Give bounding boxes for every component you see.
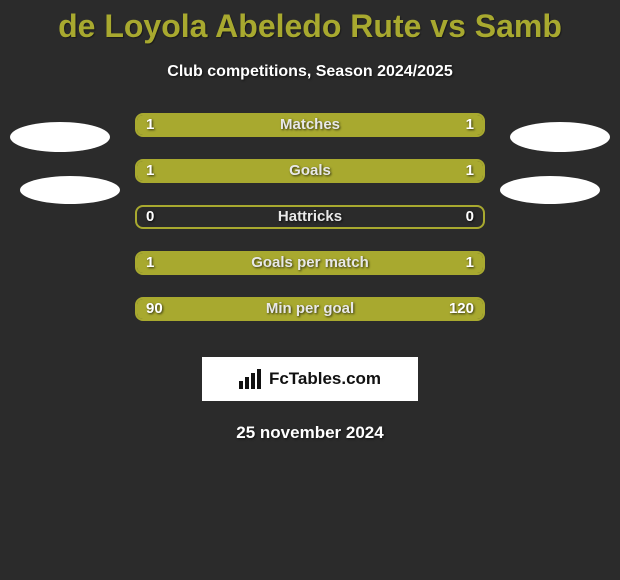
stat-bar-track: [135, 159, 485, 183]
stat-bar-right: [310, 161, 483, 181]
stats-container: 1 1 Matches 1 1 Goals 0 0 Hattricks 1 1 …: [0, 113, 620, 343]
stat-value-right: 1: [466, 254, 474, 271]
logo-inner: FcTables.com: [239, 369, 381, 389]
stat-bar-track: [135, 205, 485, 229]
logo-text: FcTables.com: [269, 369, 381, 389]
subtitle: Club competitions, Season 2024/2025: [0, 63, 620, 81]
stat-row: 90 120 Min per goal: [0, 297, 620, 343]
stat-bar-left: [137, 253, 310, 273]
stat-row: 1 1 Goals per match: [0, 251, 620, 297]
stat-bar-right: [310, 253, 483, 273]
stat-bar-left: [137, 115, 310, 135]
stat-row: 0 0 Hattricks: [0, 205, 620, 251]
stat-value-left: 1: [146, 254, 154, 271]
stat-value-left: 0: [146, 208, 154, 225]
stat-bar-track: [135, 251, 485, 275]
stat-bar-track: [135, 297, 485, 321]
stat-value-left: 1: [146, 162, 154, 179]
stat-value-right: 120: [449, 300, 474, 317]
date-text: 25 november 2024: [0, 423, 620, 443]
stat-value-right: 1: [466, 116, 474, 133]
chart-bars-icon: [239, 369, 263, 389]
stat-value-left: 1: [146, 116, 154, 133]
stat-value-left: 90: [146, 300, 163, 317]
stat-value-right: 1: [466, 162, 474, 179]
page-title: de Loyola Abeledo Rute vs Samb: [0, 0, 620, 45]
stat-row: 1 1 Goals: [0, 159, 620, 205]
site-logo[interactable]: FcTables.com: [202, 357, 418, 401]
stat-bar-right: [310, 115, 483, 135]
stat-bar-left: [137, 161, 310, 181]
stat-row: 1 1 Matches: [0, 113, 620, 159]
stat-bar-track: [135, 113, 485, 137]
stat-value-right: 0: [466, 208, 474, 225]
